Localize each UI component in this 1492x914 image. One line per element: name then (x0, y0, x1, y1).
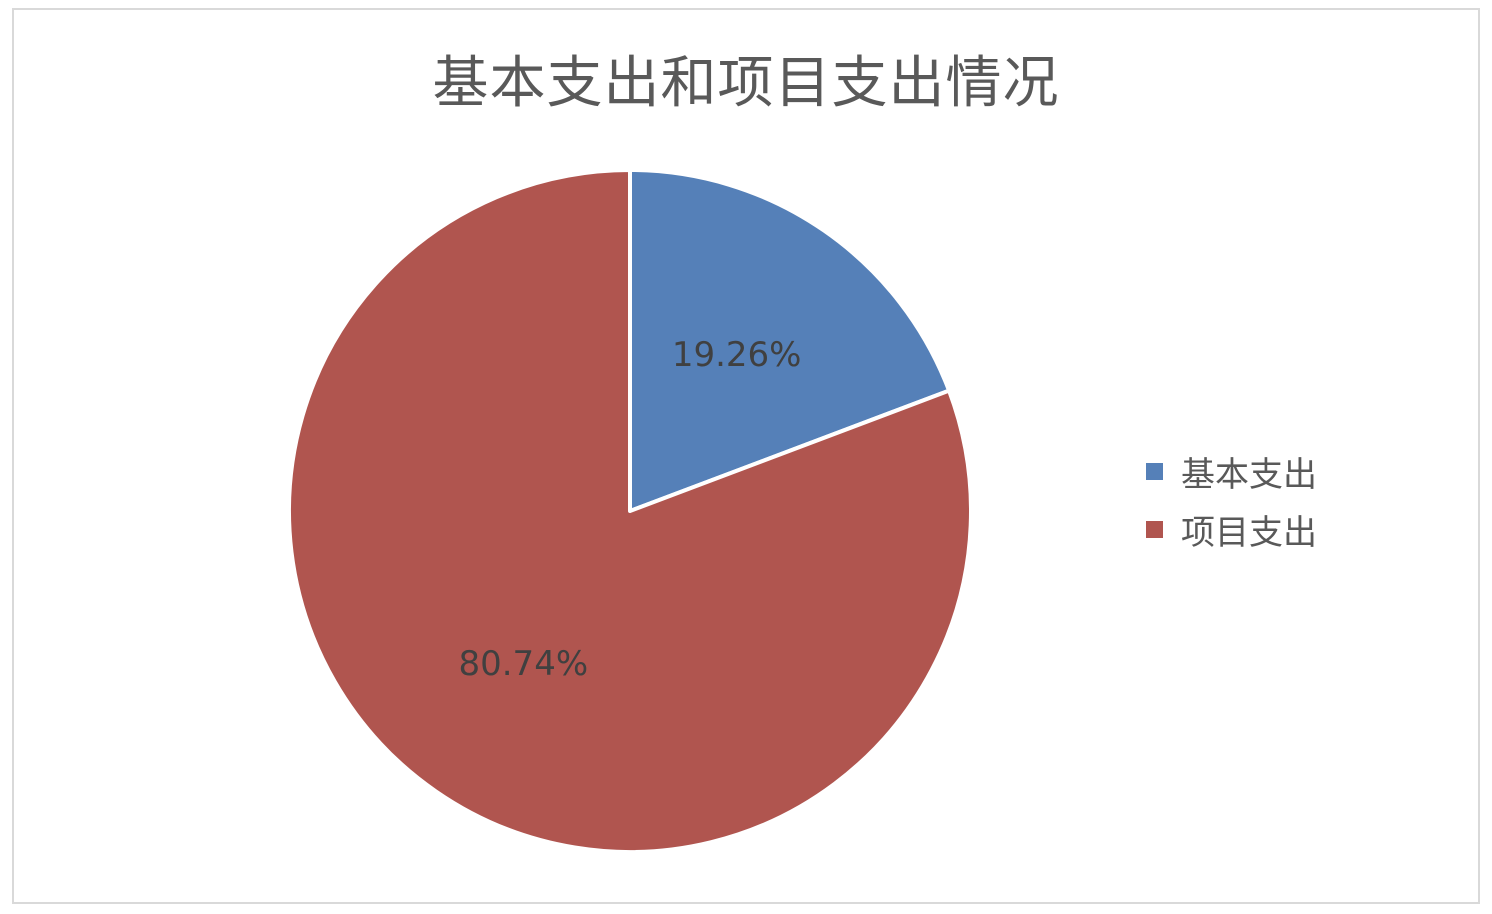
legend-label-project: 项目支出 (1181, 512, 1317, 553)
legend-item-project-expenditure: 项目支出 (1146, 500, 1317, 558)
pie-slice-project-expenditure (287, 168, 973, 854)
legend-swatch-basic (1146, 462, 1163, 480)
pie-data-labels: 19.26% 80.74% (458, 335, 801, 684)
legend-swatch-project (1146, 520, 1163, 538)
data-label-project-expenditure: 80.74% (458, 644, 588, 684)
pie-slice-basic-expenditure (628, 168, 952, 513)
chart-legend: 基本支出 项目支出 (1146, 442, 1317, 558)
pie-slices (287, 168, 973, 854)
legend-label-basic: 基本支出 (1181, 454, 1317, 495)
legend-item-basic-expenditure: 基本支出 (1146, 442, 1317, 500)
data-label-basic-expenditure: 19.26% (672, 335, 802, 375)
chart-title: 基本支出和项目支出情况 (432, 51, 1060, 116)
